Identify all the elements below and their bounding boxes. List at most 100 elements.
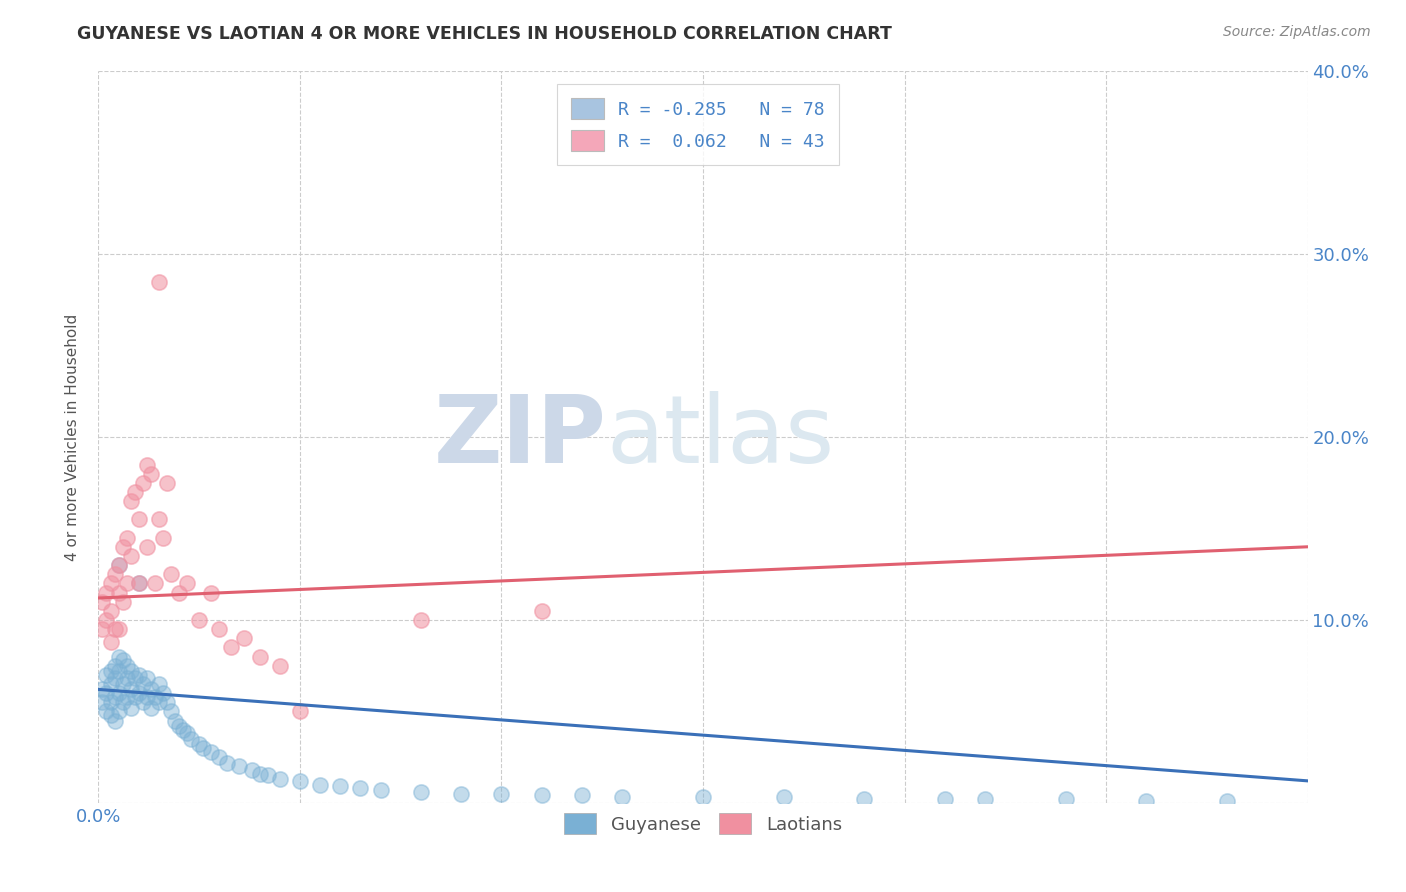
Point (139, 682, 162, 697)
Point (91, 695, 114, 709)
Point (103, 714, 125, 728)
Point (115, 690, 138, 704)
Text: GUYANESE VS LAOTIAN 4 OR MORE VEHICLES IN HOUSEHOLD CORRELATION CHART: GUYANESE VS LAOTIAN 4 OR MORE VEHICLES I… (77, 25, 893, 43)
Point (103, 567, 125, 582)
Point (163, 714, 186, 728)
Point (124, 690, 146, 704)
Point (128, 512, 150, 526)
Point (530, 604, 553, 618)
Point (111, 677, 134, 691)
Point (409, 613, 432, 627)
Point (148, 677, 170, 691)
Point (107, 558, 129, 573)
Point (115, 531, 138, 545)
Point (128, 667, 150, 681)
Point (188, 613, 211, 627)
Point (612, 790, 634, 805)
Point (148, 275, 170, 289)
Point (156, 695, 179, 709)
Point (176, 726, 198, 740)
Point (96, 613, 118, 627)
Point (115, 658, 138, 673)
Point (1135, 794, 1157, 808)
Point (107, 664, 129, 678)
Text: atlas: atlas (606, 391, 835, 483)
Point (111, 594, 134, 608)
Point (100, 664, 122, 678)
Point (100, 604, 122, 618)
Point (96, 585, 118, 599)
Point (107, 649, 129, 664)
Point (288, 705, 311, 719)
Point (409, 785, 432, 799)
Point (152, 686, 174, 700)
Point (107, 585, 129, 599)
Point (1216, 794, 1239, 808)
Point (100, 677, 122, 691)
Point (132, 475, 155, 490)
Point (100, 635, 122, 649)
Point (329, 780, 352, 794)
Point (135, 672, 157, 686)
Point (249, 766, 271, 780)
Point (143, 576, 166, 591)
Point (208, 750, 231, 764)
Point (269, 772, 291, 786)
Point (91, 622, 114, 636)
Point (853, 792, 876, 806)
Point (132, 695, 155, 709)
Point (160, 567, 183, 582)
Point (120, 682, 142, 697)
Point (288, 773, 311, 788)
Point (128, 576, 150, 591)
Point (240, 763, 263, 777)
Point (115, 672, 138, 686)
Point (96, 667, 118, 681)
Point (228, 759, 250, 773)
Point (193, 740, 215, 755)
Point (107, 622, 129, 636)
Point (148, 512, 170, 526)
Point (349, 781, 371, 796)
Point (107, 558, 129, 573)
Point (96, 705, 118, 719)
Point (200, 585, 222, 599)
Point (160, 705, 183, 719)
Point (249, 649, 271, 664)
Point (200, 745, 222, 759)
Point (139, 700, 162, 714)
Point (103, 622, 125, 636)
Point (571, 789, 593, 803)
Point (450, 787, 472, 801)
Point (100, 695, 122, 709)
Point (934, 792, 956, 806)
Point (269, 658, 291, 673)
Text: ZIP: ZIP (433, 391, 606, 483)
Point (232, 632, 254, 646)
Point (370, 783, 392, 797)
Point (124, 672, 146, 686)
Point (115, 576, 138, 591)
Point (143, 690, 166, 704)
Point (221, 640, 243, 655)
Point (172, 723, 194, 737)
Point (135, 690, 157, 704)
Point (135, 540, 157, 554)
Text: Source: ZipAtlas.com: Source: ZipAtlas.com (1223, 25, 1371, 39)
Point (1054, 792, 1077, 806)
Point (188, 737, 211, 751)
Point (91, 682, 114, 697)
Point (120, 700, 142, 714)
Point (530, 789, 553, 803)
Point (107, 705, 129, 719)
Point (103, 672, 125, 686)
Point (111, 653, 134, 667)
Point (208, 622, 231, 636)
Point (91, 594, 114, 608)
Point (156, 475, 179, 490)
Point (111, 695, 134, 709)
Point (124, 485, 146, 500)
Point (135, 458, 157, 472)
Point (120, 549, 142, 563)
Point (974, 792, 997, 806)
